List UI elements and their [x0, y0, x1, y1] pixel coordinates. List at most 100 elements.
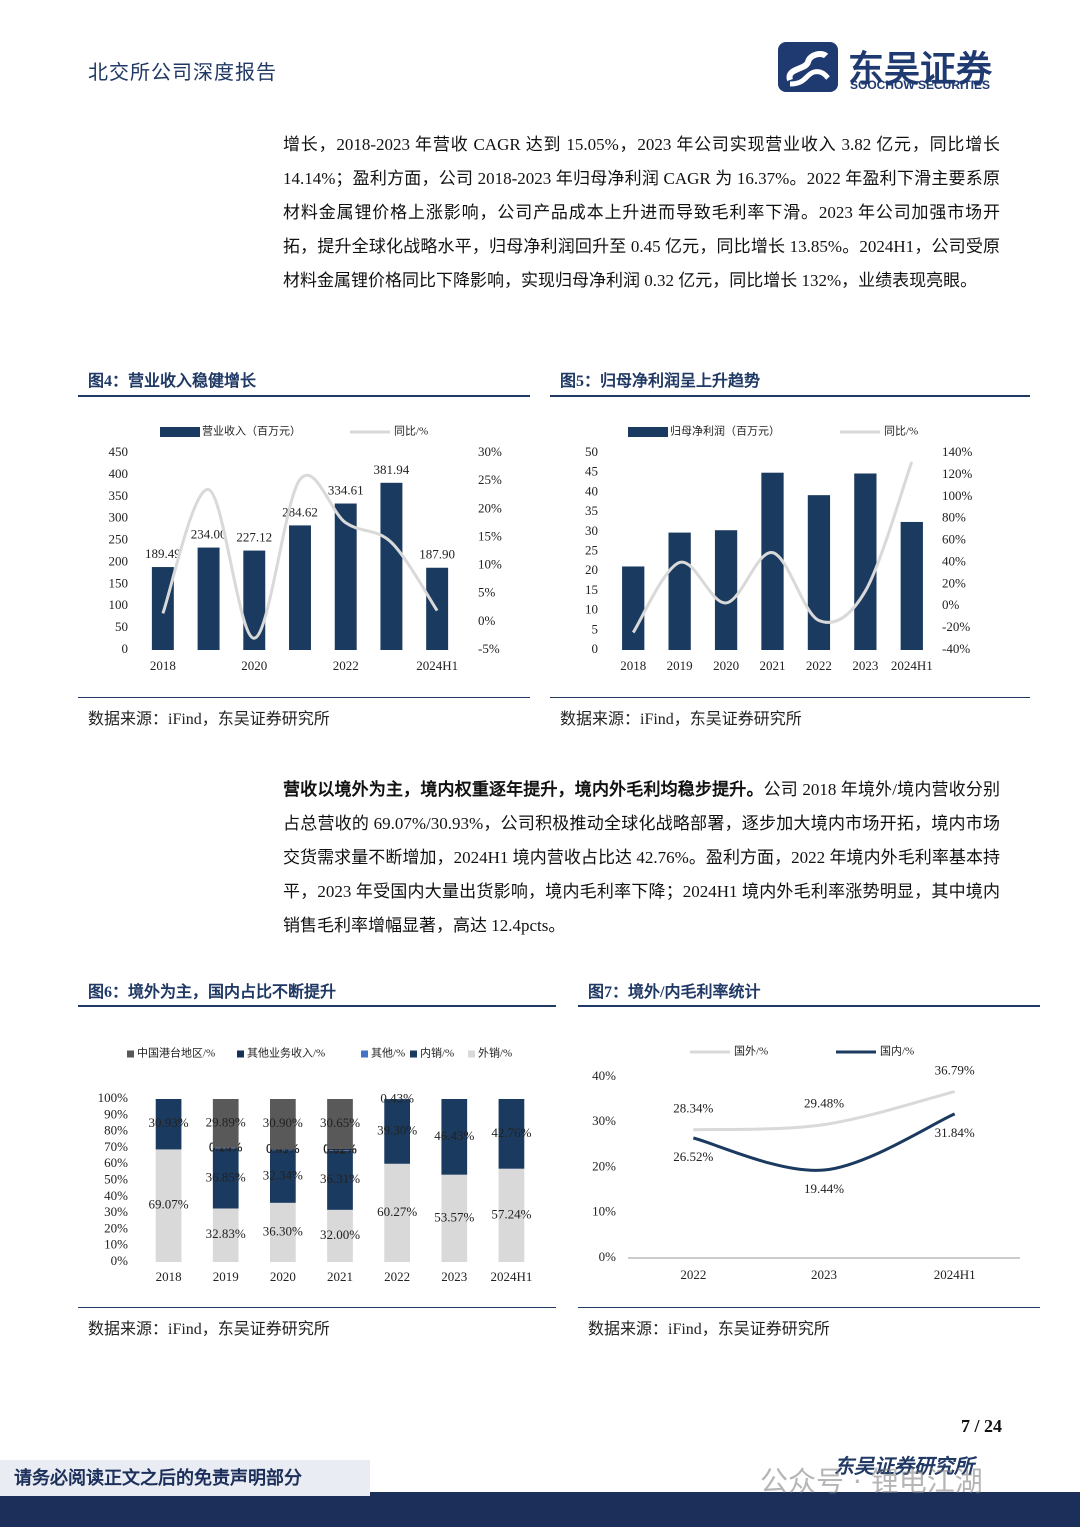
bar-segment: [327, 1150, 353, 1210]
chart: 0% 10% 20% 30% 40% 2022 2023 2024H1 28.34% 29.48%…: [592, 1044, 1020, 1282]
data-label: 30.65%: [320, 1115, 360, 1130]
paragraph: 营收以境外为主，境内权重逐年提升，境内外毛利均稳步提升。公司 2018 年境外/…: [283, 773, 1000, 943]
legend-label: 内销/%: [420, 1046, 454, 1060]
x-tick-label: 2018: [620, 658, 646, 673]
y2-tick-label: 120%: [942, 466, 973, 481]
figure-title: 图7：境外/内毛利率统计: [588, 984, 761, 1001]
bar-segment: [155, 1149, 182, 1262]
y2-tick-label: 10%: [478, 557, 502, 572]
data-label: 381.94: [374, 462, 410, 477]
institute: 东吴证券研究所: [834, 1456, 974, 1478]
data-label: 189.49: [145, 546, 181, 561]
x-tick-label: 2021: [327, 1269, 353, 1284]
y-tick-label: 20: [585, 562, 598, 577]
x-tick-label: 2018: [150, 658, 176, 673]
x-tick-label: 2022: [806, 658, 832, 673]
y-tick-label: 5: [592, 621, 599, 636]
y-tick-label: 50: [115, 619, 128, 634]
data-label: 28.34%: [673, 1101, 713, 1116]
data-label: 19.44%: [804, 1181, 844, 1196]
x-tick-label: 2018: [156, 1269, 182, 1284]
x-tick-label: 2019: [667, 658, 693, 673]
data-label: 32.83%: [206, 1226, 246, 1241]
legend-label: 同比/%: [394, 425, 428, 438]
y2-tick-label: -5%: [478, 641, 500, 656]
y2-tick-label: 100%: [942, 488, 973, 503]
legend-label: 国内/%: [880, 1044, 914, 1058]
bar-segment: [498, 1099, 525, 1169]
data-label: 30.93%: [149, 1115, 189, 1130]
y-tick-label: 0%: [599, 1249, 617, 1264]
bar: [854, 473, 877, 650]
paragraph: 增长，2018-2023 年营收 CAGR 达到 15.05%，2023 年公司…: [283, 135, 1000, 290]
y-tick-label: 30: [585, 523, 598, 538]
bar: [622, 566, 645, 650]
x-tick-label: 2019: [213, 1269, 239, 1284]
y-tick-label: 60%: [104, 1155, 128, 1170]
x-tick-label: 2022: [384, 1269, 410, 1284]
y-tick-label: 20%: [104, 1220, 128, 1235]
x-tick-label: 2023: [811, 1267, 837, 1282]
watermark: 公众号 · 锂电江湖: [760, 1465, 983, 1498]
bar-segment: [212, 1099, 239, 1148]
rule: [578, 1307, 1040, 1308]
y2-tick-label: 140%: [942, 444, 973, 459]
bar: [243, 550, 266, 650]
bar-segment: [327, 1099, 353, 1149]
y2-tick-label: 30%: [478, 444, 502, 459]
bar: [900, 521, 923, 650]
x-tick-label: 2024H1: [416, 658, 458, 673]
x-tick-label: 2024H1: [490, 1269, 532, 1284]
y-tick-label: 30%: [104, 1204, 128, 1219]
rule: [78, 697, 530, 698]
y-tick-label: 80%: [104, 1123, 128, 1138]
y2-tick-label: 0%: [478, 613, 496, 628]
legend-label: 其他业务收入/%: [247, 1046, 325, 1060]
y2-tick-label: 25%: [478, 472, 502, 487]
bar-segment: [498, 1168, 525, 1262]
y-tick-label: 15: [585, 582, 598, 597]
y-tick-label: 0: [592, 641, 599, 656]
legend-label: 其他/%: [371, 1047, 405, 1060]
bar-segment: [327, 1209, 353, 1262]
x-tick-label: 2020: [241, 658, 267, 673]
data-label: 30.90%: [263, 1115, 303, 1130]
y-tick-label: 10: [585, 602, 598, 617]
y2-tick-label: 20%: [942, 575, 966, 590]
source: 数据来源：iFind，东吴证券研究所: [588, 1321, 830, 1338]
page-number: 7 / 24: [960, 1416, 1002, 1436]
data-label: 57.24%: [491, 1206, 531, 1221]
rule: [550, 395, 1030, 397]
legend-swatch: [160, 427, 200, 437]
bar: [668, 532, 691, 650]
y2-tick-label: 5%: [478, 585, 496, 600]
legend-swatch: [410, 1050, 417, 1058]
figure-title: 图5：归母净利润呈上升趋势: [560, 373, 761, 390]
brand-en: SOOCHOW SECURITIES: [850, 78, 991, 92]
y-tick-label: 40: [585, 483, 598, 498]
bar: [289, 525, 311, 650]
bar-segment: [441, 1099, 468, 1175]
y-tick-label: 250: [109, 532, 129, 547]
bar: [197, 547, 220, 650]
data-label: 29.48%: [804, 1096, 844, 1111]
legend-label: 归母净利润（百万元）: [670, 424, 780, 438]
data-label: 53.57%: [434, 1209, 474, 1224]
legend-label: 外销/%: [478, 1046, 512, 1060]
paragraph-lead: 营收以境外为主，境内权重逐年提升，境内外毛利均稳步提升。: [283, 780, 764, 799]
legend-swatch: [237, 1050, 244, 1058]
x-tick-label: 2023: [852, 658, 878, 673]
bar-segment: [441, 1174, 468, 1262]
data-label: 36.31%: [320, 1171, 360, 1186]
data-label: 69.07%: [149, 1197, 189, 1212]
disclaimer: 请务必阅读正文之后的免责声明部分: [0, 1460, 370, 1496]
legend-label: 国外/%: [734, 1045, 768, 1058]
legend-label: 中国港台地区/%: [137, 1046, 215, 1060]
legend-label: 同比/%: [884, 425, 918, 438]
y-tick-label: 450: [109, 444, 129, 459]
footer-band: [0, 1492, 1080, 1527]
x-tick-label: 2020: [713, 658, 739, 673]
data-label: 36.30%: [263, 1223, 303, 1238]
data-label: 227.12: [236, 530, 272, 545]
